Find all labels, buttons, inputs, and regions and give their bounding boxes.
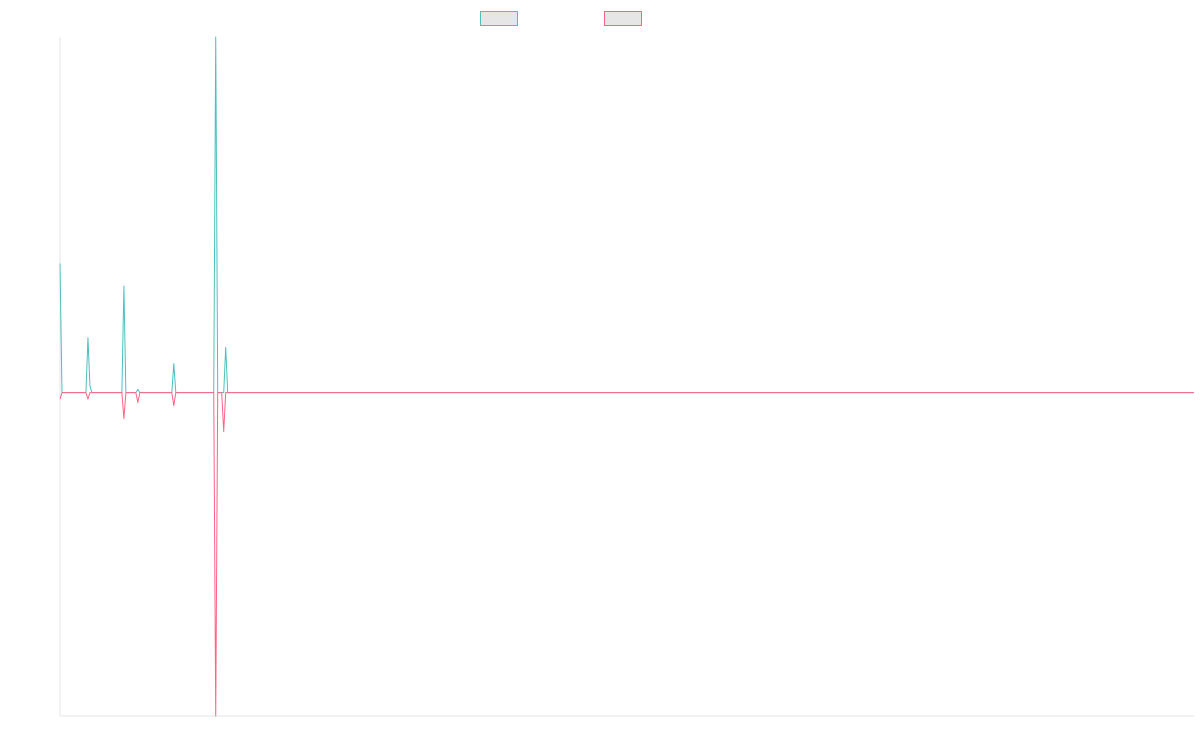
series-1-line[interactable] [59, 36, 1194, 394]
series-2-line[interactable] [59, 392, 1194, 717]
legend-swatch-series-1 [480, 10, 518, 26]
legend [0, 9, 1200, 27]
series-layer [59, 36, 1194, 717]
legend-item-series-2[interactable] [604, 9, 648, 27]
legend-swatch-series-2 [604, 10, 642, 26]
legend-item-series-1[interactable] [480, 9, 524, 27]
axes [59, 37, 1194, 717]
